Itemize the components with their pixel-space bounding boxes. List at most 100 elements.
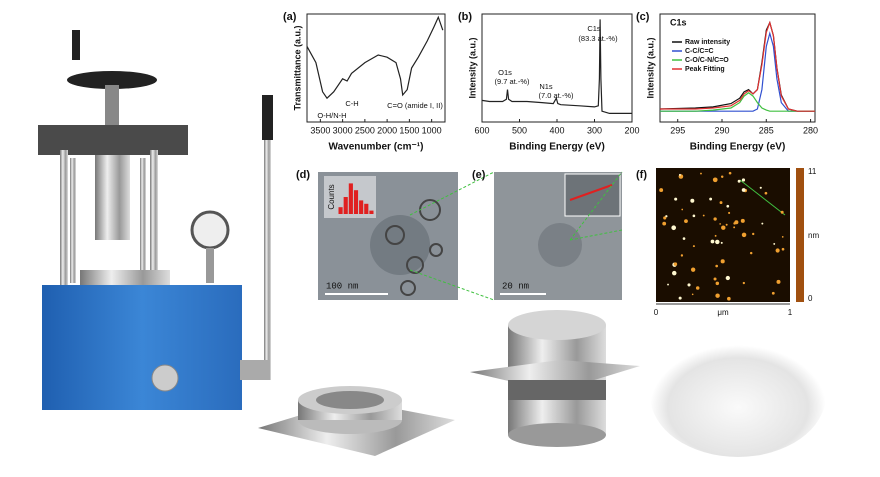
x-tick-label: 400 [549,125,564,135]
x-tick-label: 3500 [310,125,330,135]
x-tick-label: 280 [803,125,818,135]
mold-photo-part [508,380,606,400]
afm-particle [678,173,681,176]
afm-particle [741,232,747,238]
mold-photo-part [508,310,606,340]
annotation: C=O (amide I, II) [387,101,443,110]
x-tick-label: 300 [587,125,602,135]
annotation: (7.0 at.-%) [538,91,574,100]
colorbar-tick-label: 11 [808,167,817,176]
annotation: N1s [539,82,553,91]
afm-particle [734,220,739,225]
press-photo-part [42,285,242,410]
afm-particle [690,267,696,272]
afm-image [656,168,804,305]
afm-particle [673,262,678,266]
annotation: (9.7 at.-%) [494,77,530,86]
powder-photo [650,333,826,457]
zoom-lines-part [569,229,623,241]
afm-particle [695,286,700,290]
afm-particle [752,232,755,236]
zoom-lines-part [569,171,623,241]
press-photo-part [262,95,273,140]
x-tick-label: 600 [474,125,489,135]
tem-image-e-part [569,184,613,201]
afm-particle [728,171,732,175]
afm-particle [674,197,678,201]
afm-particle [713,277,717,281]
x-axis-label: Binding Energy (eV) [690,142,786,153]
y-axis-label: Intensity (a.u.) [645,37,655,98]
afm-particle [680,254,684,257]
afm-particle [781,236,784,238]
annotation: O1s [498,68,512,77]
afm-particle [659,188,664,193]
tem-image-e-part [538,223,582,267]
afm-particle [771,291,775,295]
afm-particle [715,293,720,298]
afm-particle [776,279,781,284]
afm-particle [741,188,746,192]
x-tick-label: 285 [759,125,774,135]
bar [343,197,348,214]
afm-particle [692,214,696,218]
afm-particle [726,204,730,208]
afm-particle [671,225,677,231]
bar [359,200,364,214]
x-tick-label: 0 [654,308,659,317]
x-axis-label: Binding Energy (eV) [509,142,605,153]
afm-particle [759,186,762,189]
line-series [306,15,444,100]
afm-particle [775,248,780,253]
afm-particle [714,234,717,237]
afm-particle [681,208,684,211]
afm-particle [773,242,776,245]
afm-particle [709,197,713,201]
afm-particle [728,211,731,214]
press-photo-part [190,210,230,250]
bar [338,207,343,214]
panel-label: (e) [472,169,486,181]
legend-label: C-C/C=C [685,48,714,55]
x-tick-label: 1000 [422,125,442,135]
press-photo-part [140,158,146,283]
afm-image-part [796,168,804,302]
panel-label: (b) [458,11,472,23]
plot-frame [306,13,446,123]
press-photo-part [150,150,158,290]
x-tick-label: 295 [670,125,685,135]
y-axis-label: Intensity (a.u.) [467,37,477,98]
bar [369,210,374,214]
press-photo-part [151,364,179,392]
afm-particle [662,221,667,226]
afm-particle [741,178,746,182]
plot-frame [659,13,816,123]
powder-photo-part [650,333,826,457]
x-tick-label: 2500 [355,125,375,135]
annotation: (83.3 at.-%) [578,34,618,43]
tem-image-d-part [406,256,424,274]
mold-photo-part [508,423,606,447]
scale-bar-label: 100 nm [326,281,358,291]
afm-particle [781,247,785,251]
bar [348,183,353,214]
afm-particle [691,293,694,296]
afm-particle [720,259,725,264]
afm-particle [684,219,688,224]
afm-particle [719,223,721,225]
afm-particle [725,275,730,281]
press-photo-part [67,71,157,89]
inset-y-label: Counts [327,184,336,209]
afm-particle [690,198,695,203]
afm-particle [687,283,691,287]
legend-label: C-O/C-N/C=O [685,57,729,64]
annotation: C-H [345,99,358,108]
x-tick-label: 2000 [377,125,397,135]
panel-label: (f) [636,169,647,181]
line-series [481,19,632,114]
scale-bar-label: 20 nm [502,281,529,291]
press-photo-part [72,30,80,60]
die-photo [258,386,455,456]
press-photo-part [240,360,270,380]
